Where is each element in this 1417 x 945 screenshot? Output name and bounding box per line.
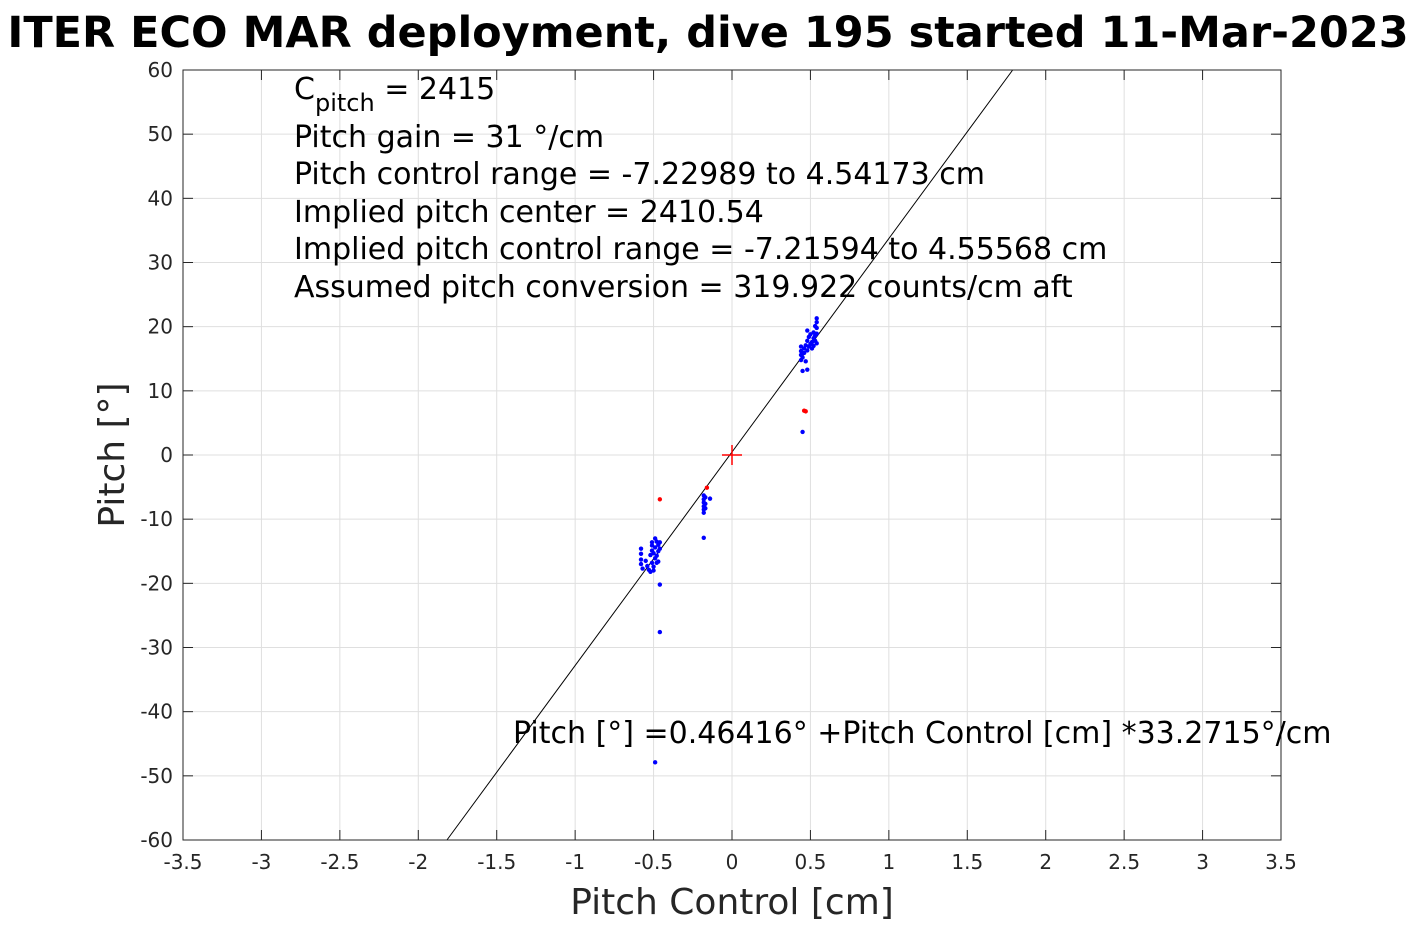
data-point	[803, 409, 808, 414]
y-tick-label: -30	[140, 636, 173, 660]
data-point	[805, 348, 810, 353]
data-point	[814, 341, 819, 346]
x-tick-label: 3.5	[1265, 850, 1297, 874]
x-tick-label: -3	[251, 850, 271, 874]
axis-ticks	[182, 69, 1282, 841]
data-points	[638, 316, 819, 765]
data-point	[814, 325, 819, 331]
data-point	[638, 557, 644, 562]
data-point	[701, 535, 706, 540]
data-point	[638, 551, 644, 557]
data-point	[805, 338, 810, 343]
cpitch-subscript: pitch	[315, 89, 375, 117]
x-tick-label: -2	[408, 850, 428, 874]
data-point	[703, 506, 708, 511]
assumed-pitch-conversion-annotation: Assumed pitch conversion = 319.922 count…	[294, 270, 1073, 305]
data-point	[651, 550, 656, 556]
x-axis-label: Pitch Control [cm]	[570, 882, 894, 923]
x-tick-labels: -3.5 -3 -2.5 -2 -1.5 -1 -0.5 0 0.5 1 1.5 2 2.5 3 3.5	[163, 850, 1296, 874]
x-tick-label: 2.5	[1108, 850, 1140, 874]
y-tick-label: 10	[148, 379, 173, 403]
y-tick-label: 30	[148, 251, 173, 275]
data-point	[707, 496, 713, 501]
data-point	[643, 558, 648, 564]
center-marker-layer	[722, 445, 742, 465]
y-tick-label: 60	[148, 58, 173, 82]
data-point	[704, 485, 710, 490]
y-tick-label: 40	[148, 186, 173, 210]
data-point	[814, 319, 819, 325]
data-point	[800, 429, 805, 435]
data-point	[803, 359, 808, 364]
x-tick-label: 1	[882, 850, 895, 874]
y-tick-label: 50	[148, 122, 173, 146]
info-annotations: Cpitch = 2415 Pitch gain = 31 °/cm Pitch…	[294, 72, 1107, 305]
data-point	[701, 510, 706, 515]
data-point	[811, 343, 816, 349]
data-point	[638, 561, 644, 567]
cpitch-base: C	[294, 72, 315, 107]
cpitch-annotation: Cpitch = 2415	[294, 72, 495, 117]
x-tick-label: -3.5	[163, 850, 202, 874]
fit-equation-label: Pitch [°] =0.46416° +Pitch Control [cm] …	[513, 716, 1331, 751]
data-point	[645, 563, 650, 569]
data-point	[814, 316, 819, 321]
x-tick-label: -0.5	[634, 850, 673, 874]
data-point	[652, 545, 658, 550]
data-point	[649, 560, 655, 565]
data-point	[800, 368, 805, 374]
data-point	[801, 350, 807, 356]
y-tick-label: 0	[160, 443, 173, 467]
data-point	[805, 367, 810, 372]
x-tick-label: 3	[1196, 850, 1209, 874]
y-tick-label: -50	[140, 764, 173, 788]
x-tick-label: 0	[726, 850, 739, 874]
data-point	[652, 760, 658, 765]
y-tick-label: -20	[140, 571, 173, 595]
implied-pitch-center-annotation: Implied pitch center = 2410.54	[294, 195, 764, 230]
x-tick-label: 0.5	[795, 850, 827, 874]
cpitch-value: = 2415	[375, 72, 496, 107]
data-point	[703, 495, 708, 500]
data-point	[657, 546, 663, 551]
pitch-gain-annotation: Pitch gain = 31 °/cm	[294, 120, 604, 155]
y-tick-label: 20	[148, 315, 173, 339]
data-point	[640, 566, 645, 571]
chart-title: ITER ECO MAR deployment, dive 195 starte…	[7, 8, 1408, 58]
data-point	[654, 553, 659, 558]
data-point	[638, 546, 644, 551]
pitch-control-range-annotation: Pitch control range = -7.22989 to 4.5417…	[294, 157, 985, 192]
data-point	[656, 559, 661, 564]
data-point	[651, 568, 656, 573]
data-point	[657, 540, 663, 545]
data-point	[649, 540, 655, 545]
x-tick-label: 2	[1039, 850, 1052, 874]
y-tick-label: -60	[140, 828, 173, 852]
y-tick-labels: -60 -50 -40 -30 -20 -10 0 10 20 30 40 50 60	[140, 58, 173, 852]
x-tick-label: -1.5	[477, 850, 516, 874]
implied-pitch-control-range-annotation: Implied pitch control range = -7.21594 t…	[294, 232, 1107, 267]
data-point	[805, 328, 810, 333]
data-point	[800, 355, 805, 360]
data-point	[814, 331, 819, 336]
y-axis-label: Pitch [°]	[92, 382, 133, 527]
data-point	[703, 501, 708, 506]
data-point	[657, 629, 663, 635]
x-tick-label: 1.5	[951, 850, 983, 874]
data-point	[657, 497, 663, 502]
x-tick-label: -1	[565, 850, 585, 874]
x-tick-label: -2.5	[320, 850, 359, 874]
y-tick-label: -40	[140, 700, 173, 724]
y-tick-label: -10	[140, 507, 173, 531]
data-point	[657, 582, 663, 587]
data-point	[651, 564, 656, 569]
